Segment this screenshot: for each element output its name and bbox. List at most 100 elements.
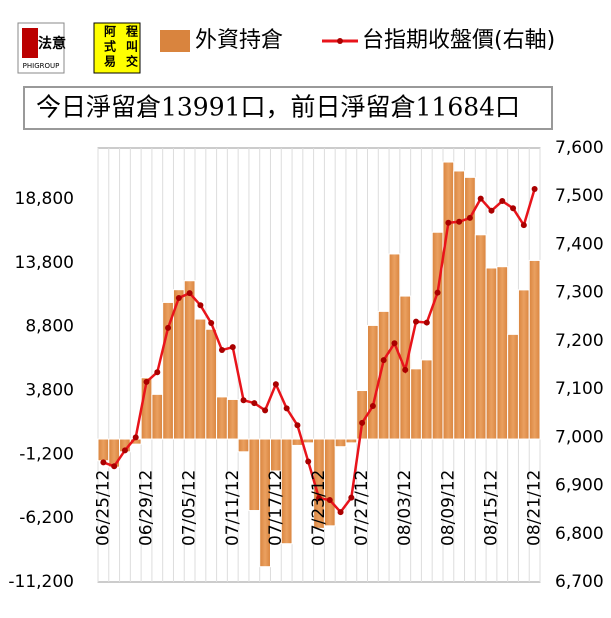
bar (442, 161, 455, 440)
bar (302, 438, 315, 444)
marker (477, 195, 484, 202)
marker (100, 459, 107, 466)
marker (272, 381, 279, 388)
marker (121, 447, 128, 454)
marker (466, 214, 473, 221)
marker (369, 402, 376, 409)
marker (423, 319, 430, 326)
marker (326, 497, 333, 504)
bar (194, 318, 207, 440)
marker (445, 219, 452, 226)
y-tick-label: 18,800 (15, 189, 74, 209)
marker (305, 458, 312, 465)
bar (323, 438, 336, 527)
y2-tick-label: 7,100 (555, 379, 604, 399)
logo-icon (22, 28, 38, 58)
x-tick-label: 06/25/12 (93, 470, 113, 546)
marker (359, 419, 366, 426)
bar (485, 267, 498, 440)
bar (248, 438, 261, 512)
logo-char: 式 (104, 39, 116, 54)
y-tick-label: -6,200 (19, 508, 74, 528)
bar (345, 438, 358, 444)
marker (434, 289, 441, 296)
marker (531, 185, 538, 192)
x-tick-label: 08/15/12 (481, 470, 501, 546)
marker (175, 294, 182, 301)
marker (251, 400, 258, 407)
marker (510, 205, 517, 212)
marker (380, 357, 387, 364)
bar (410, 368, 422, 440)
logo2: 阿程式 叫易交 (104, 24, 138, 69)
bar (517, 289, 530, 440)
bar (237, 438, 250, 453)
bar (183, 280, 196, 440)
marker (218, 347, 225, 354)
bar (226, 398, 239, 440)
x-tick-label: 08/03/12 (395, 470, 415, 546)
bar (216, 396, 228, 440)
y2-tick-label: 6,800 (555, 524, 604, 544)
y2-tick-label: 6,700 (555, 572, 604, 592)
logo2-box (93, 22, 141, 74)
bar (474, 234, 487, 440)
marker (488, 207, 495, 214)
logo-char: 阿 (104, 25, 116, 39)
y2-tick-label: 7,200 (555, 331, 604, 351)
legend-marker (337, 38, 343, 44)
x-tick-label: 07/17/12 (266, 470, 286, 546)
y2-tick-label: 7,600 (555, 138, 604, 158)
headline-box (23, 86, 553, 130)
marker (240, 397, 247, 404)
marker (208, 320, 215, 327)
y2-tick-label: 7,000 (555, 427, 604, 447)
marker (391, 340, 398, 347)
marker (143, 378, 150, 385)
logo-sub: PHIGROUP (23, 62, 60, 70)
y-tick-label: -11,200 (8, 572, 74, 592)
headline: 今日淨留倉13991口，前日淨留倉11684口 (36, 93, 520, 122)
legend-label: 台指期收盤價(右軸) (362, 28, 555, 53)
bar (259, 438, 271, 568)
y2-tick-label: 7,500 (555, 186, 604, 206)
y-tick-label: 8,800 (25, 317, 74, 337)
x-tick-label: 08/21/12 (525, 470, 545, 546)
bar (205, 328, 218, 440)
bar (453, 170, 466, 440)
y2-tick-label: 7,300 (555, 283, 604, 303)
x-tick-label: 06/29/12 (137, 470, 157, 546)
marker (402, 366, 409, 373)
marker (229, 344, 236, 351)
legend-label: 外資持倉 (195, 28, 283, 53)
bar (420, 359, 433, 440)
bar (269, 438, 282, 472)
x-tick-label: 07/05/12 (180, 470, 200, 546)
bar (496, 266, 509, 440)
marker (132, 434, 139, 441)
y-tick-label: 3,800 (25, 381, 74, 401)
bar (280, 438, 293, 545)
marker (186, 290, 193, 297)
marker (154, 369, 161, 376)
y2-tick-label: 7,400 (555, 234, 604, 254)
marker (111, 463, 118, 470)
bar (162, 301, 174, 440)
logo-char: 易 (104, 55, 116, 69)
marker (456, 218, 463, 225)
y2-tick-label: 6,900 (555, 476, 604, 496)
bar (151, 393, 164, 440)
marker (262, 407, 269, 414)
legend-swatch (160, 30, 190, 52)
marker (413, 318, 420, 325)
marker (283, 405, 290, 412)
bar (367, 324, 379, 440)
y-tick-label: 13,800 (15, 253, 74, 273)
marker (337, 509, 344, 516)
marker (348, 494, 355, 501)
y-tick-label: -1,200 (19, 444, 74, 464)
logo-name: 法意 (38, 35, 66, 52)
logo-char: 交 (126, 54, 138, 69)
marker (316, 495, 322, 502)
